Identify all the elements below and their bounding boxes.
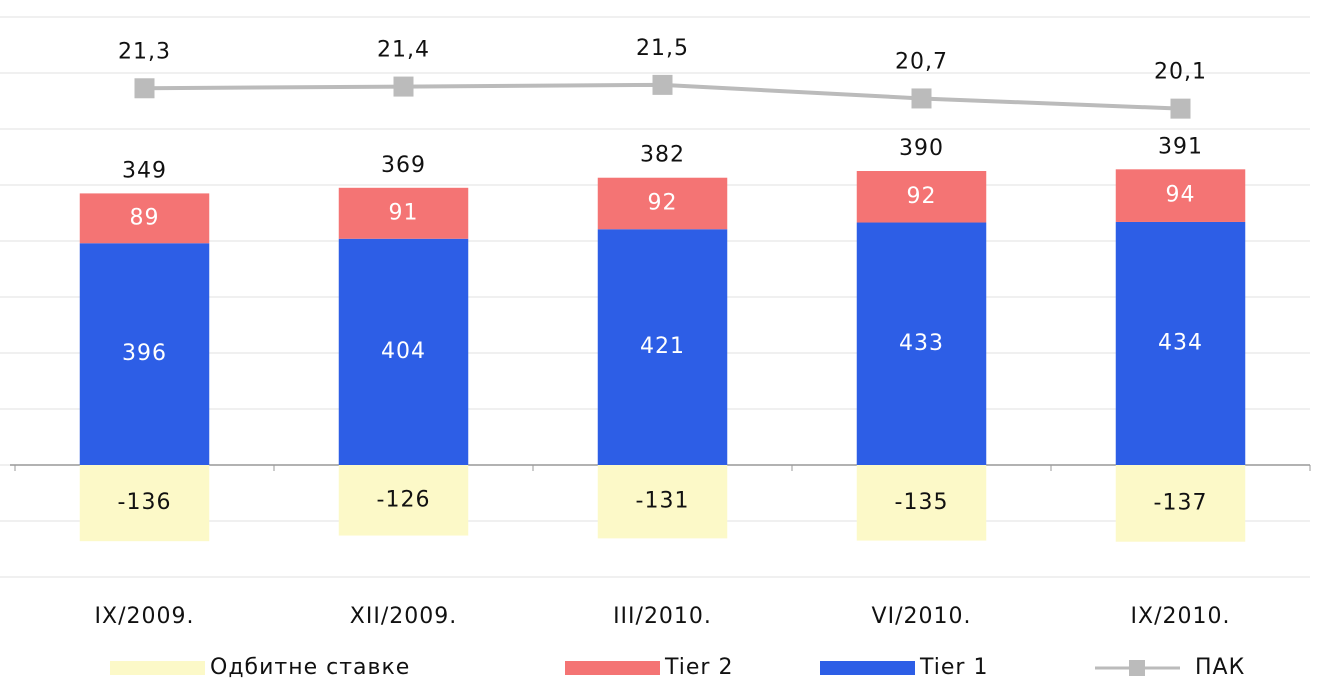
- data-label: 94: [1166, 183, 1196, 208]
- x-tick-label: IX/2010.: [1131, 604, 1231, 629]
- line-label: 20,7: [895, 49, 948, 74]
- data-label: -131: [636, 489, 690, 514]
- legend-swatch: [1129, 660, 1145, 676]
- data-label: 89: [130, 205, 160, 230]
- bar-segment: [79, 465, 210, 542]
- line-label: 21,5: [636, 36, 689, 61]
- legend-label: Tier 1: [919, 655, 988, 680]
- line-marker: [393, 76, 414, 97]
- total-label: 391: [1158, 134, 1203, 159]
- bar-segment: [1115, 221, 1246, 465]
- line-label: 21,3: [118, 39, 171, 64]
- legend-label: Одбитне ставке: [210, 655, 410, 680]
- line-label: 21,4: [377, 38, 430, 63]
- bar-segment: [597, 229, 728, 465]
- data-label: 92: [907, 184, 937, 209]
- legend-swatch: [565, 661, 660, 675]
- data-label: -136: [118, 490, 172, 515]
- legend-label: Tier 2: [664, 655, 733, 680]
- line-marker: [1170, 98, 1191, 119]
- legend-swatch: [820, 661, 915, 675]
- bar-segment: [338, 238, 469, 465]
- bar-segment: [856, 171, 987, 223]
- data-label: -126: [377, 487, 431, 512]
- bar-segment: [1115, 465, 1246, 542]
- bar-segment: [338, 465, 469, 536]
- data-label: 404: [381, 339, 426, 364]
- data-label: 396: [122, 341, 167, 366]
- line-marker: [134, 78, 155, 99]
- x-tick-label: III/2010.: [613, 604, 712, 629]
- legend-label: ПАК: [1195, 655, 1245, 680]
- data-label: -135: [895, 490, 949, 515]
- bar-segment: [338, 187, 469, 239]
- data-label: 92: [648, 190, 678, 215]
- bar-segment: [856, 465, 987, 541]
- data-label: 91: [389, 200, 419, 225]
- data-label: 421: [640, 334, 685, 359]
- bar-segment: [79, 193, 210, 244]
- data-label: -137: [1154, 490, 1208, 515]
- x-tick-label: IX/2009.: [95, 604, 195, 629]
- bar-segment: [597, 177, 728, 230]
- bar-segment: [1115, 169, 1246, 222]
- line-marker: [911, 88, 932, 109]
- total-label: 369: [381, 153, 426, 178]
- line-label: 20,1: [1154, 60, 1207, 85]
- total-label: 349: [122, 158, 167, 183]
- total-label: 390: [899, 136, 944, 161]
- data-label: 434: [1158, 330, 1203, 355]
- x-tick-label: VI/2010.: [872, 604, 972, 629]
- x-tick-label: XII/2009.: [350, 604, 457, 629]
- bar-segment: [597, 465, 728, 539]
- legend-swatch: [110, 661, 205, 675]
- bar-segment: [79, 243, 210, 465]
- bar-segment: [856, 222, 987, 465]
- total-label: 382: [640, 143, 685, 168]
- data-label: 433: [899, 331, 944, 356]
- line-marker: [652, 74, 673, 95]
